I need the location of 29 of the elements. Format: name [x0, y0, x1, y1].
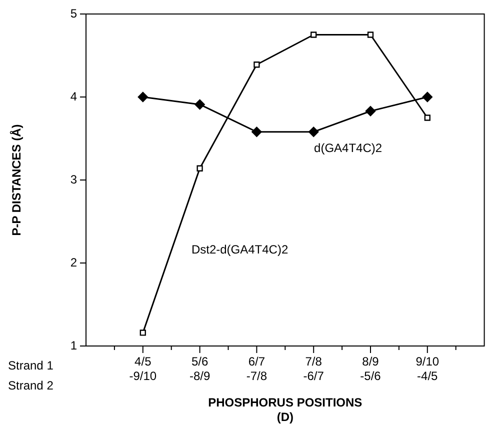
x-tick-label: 5/6 -8/9 [189, 354, 210, 383]
y-tick-label: 3 [70, 172, 78, 186]
point [140, 330, 146, 336]
point [310, 32, 317, 38]
point [424, 114, 430, 121]
point [367, 32, 374, 38]
point [365, 106, 376, 116]
y-axis-title: P-P DISTANCES (Å) [10, 124, 24, 236]
point [196, 165, 203, 172]
text: Strand 1 [8, 358, 54, 372]
y-tick-label: 1 [70, 338, 78, 352]
x-axis-title: PHOSPHORUS POSITIONS (D) [208, 396, 362, 424]
y-tick-label: 2 [70, 255, 78, 270]
point [252, 126, 262, 137]
point [254, 62, 260, 68]
series-label: d(GA4T4C)2 [314, 140, 382, 155]
y-tick-label: 4 [70, 89, 78, 104]
point [308, 126, 319, 137]
series-label: Dst2-d(GA4T4C)2 [191, 242, 288, 257]
x-tick-label: 4/5 -9/10 [129, 354, 157, 383]
x-tick-label: 9/10 -4/5 [416, 354, 440, 383]
point [194, 99, 205, 110]
point [138, 92, 148, 102]
x-tick-label: 8/9 -5/6 [360, 354, 382, 383]
y-tick-label: 5 [70, 6, 78, 20]
x-tick-label: 6/7 -7/8 [246, 354, 268, 383]
x-tick-label: 7/8 -6/7 [303, 354, 324, 383]
text: Strand 2 [8, 378, 54, 392]
point [422, 92, 432, 102]
